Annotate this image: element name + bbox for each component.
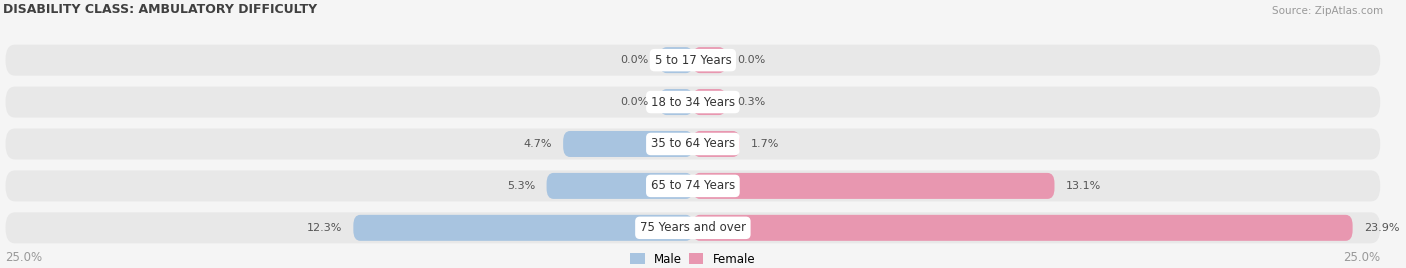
Text: 35 to 64 Years: 35 to 64 Years	[651, 137, 735, 151]
FancyBboxPatch shape	[659, 89, 693, 115]
Text: 4.7%: 4.7%	[523, 139, 553, 149]
FancyBboxPatch shape	[547, 173, 693, 199]
Text: 25.0%: 25.0%	[1343, 251, 1381, 264]
Text: 12.3%: 12.3%	[307, 223, 342, 233]
FancyBboxPatch shape	[659, 47, 693, 73]
FancyBboxPatch shape	[564, 131, 693, 157]
FancyBboxPatch shape	[6, 87, 1381, 118]
FancyBboxPatch shape	[6, 128, 1381, 159]
Legend: Male, Female: Male, Female	[630, 253, 755, 266]
Text: 5 to 17 Years: 5 to 17 Years	[655, 54, 731, 67]
FancyBboxPatch shape	[693, 47, 725, 73]
FancyBboxPatch shape	[6, 212, 1381, 243]
Text: 65 to 74 Years: 65 to 74 Years	[651, 179, 735, 192]
Text: 0.0%: 0.0%	[620, 97, 648, 107]
FancyBboxPatch shape	[6, 170, 1381, 202]
FancyBboxPatch shape	[693, 131, 740, 157]
FancyBboxPatch shape	[693, 89, 725, 115]
Text: Source: ZipAtlas.com: Source: ZipAtlas.com	[1272, 6, 1384, 16]
Text: 18 to 34 Years: 18 to 34 Years	[651, 96, 735, 109]
Text: 5.3%: 5.3%	[508, 181, 536, 191]
Text: 13.1%: 13.1%	[1066, 181, 1101, 191]
Text: 75 Years and over: 75 Years and over	[640, 221, 745, 234]
Text: DISABILITY CLASS: AMBULATORY DIFFICULTY: DISABILITY CLASS: AMBULATORY DIFFICULTY	[3, 3, 316, 16]
Text: 0.0%: 0.0%	[620, 55, 648, 65]
FancyBboxPatch shape	[353, 215, 693, 241]
FancyBboxPatch shape	[6, 44, 1381, 76]
Text: 25.0%: 25.0%	[6, 251, 42, 264]
Text: 23.9%: 23.9%	[1364, 223, 1399, 233]
Text: 0.0%: 0.0%	[737, 55, 765, 65]
FancyBboxPatch shape	[693, 215, 1353, 241]
FancyBboxPatch shape	[693, 173, 1054, 199]
Text: 0.3%: 0.3%	[737, 97, 765, 107]
Text: 1.7%: 1.7%	[751, 139, 779, 149]
